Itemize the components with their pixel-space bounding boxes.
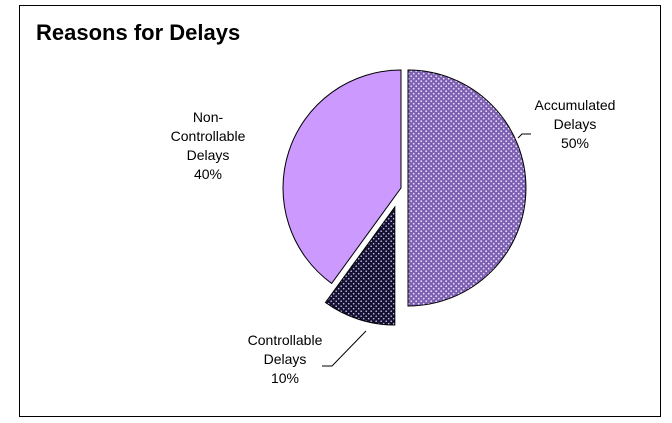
leader-lines bbox=[322, 133, 531, 367]
pie-slice-controllable-delays bbox=[324, 205, 396, 326]
leader-line-accumulated-delays bbox=[517, 133, 531, 139]
pie-slice-accumulated-delays bbox=[407, 69, 527, 307]
chart-title: Reasons for Delays bbox=[36, 20, 241, 45]
pie-slice-non-controllable-delays bbox=[282, 69, 402, 285]
data-labels: Accumulated Delays 50% Controllable Delays 10… bbox=[171, 97, 616, 386]
leader-line-controllable-delays bbox=[322, 330, 367, 367]
data-label-non-controllable-delays: Non-Controllable Delays 40% bbox=[171, 109, 246, 182]
data-label-controllable-delays: Controllable Delays 10% bbox=[248, 332, 323, 386]
data-label-accumulated-delays: Accumulated Delays 50% bbox=[535, 97, 616, 151]
pie-slices bbox=[282, 69, 527, 326]
